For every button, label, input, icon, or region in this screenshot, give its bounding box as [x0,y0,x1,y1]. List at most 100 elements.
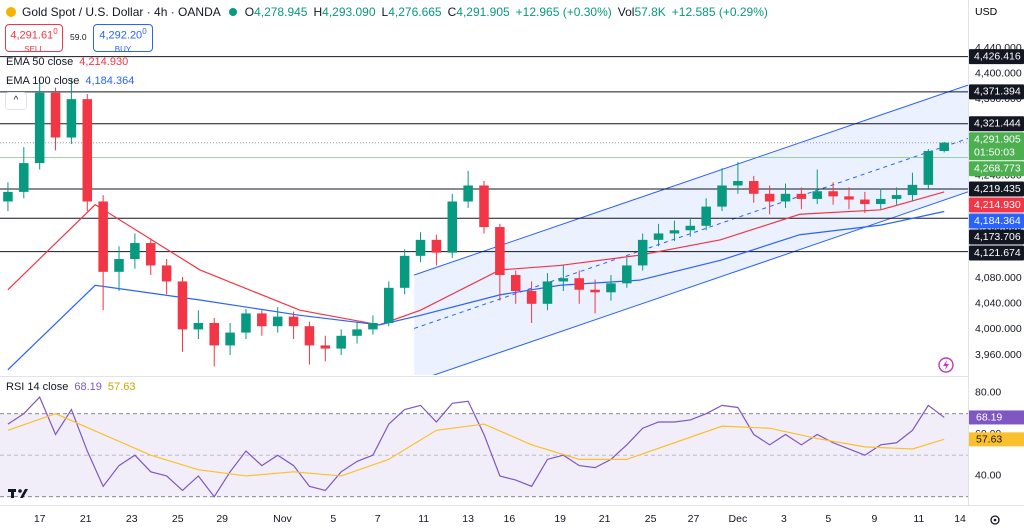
x-tick-label: 21 [599,513,611,525]
candle-body [796,193,807,199]
candle-body [352,329,362,336]
candle-body [130,243,140,260]
candle-body [558,278,569,282]
price-badge [969,116,1024,132]
x-tick-label: 7 [375,513,381,525]
price-badge-label: 4,214.930 [974,199,1021,211]
candle-body [685,225,696,231]
x-tick-label: 25 [645,513,657,525]
buy-price-sup: 0 [142,27,147,36]
x-tick-label: 25 [172,513,184,525]
ema100-legend: EMA 100 close 4,184.364 [6,75,134,87]
ohlc-key: O [244,5,255,19]
x-tick-label: 29 [216,513,228,525]
price-badge-label: 4,371.394 [974,86,1021,98]
market-status [228,8,237,16]
candle-body [860,199,870,205]
candle-body [447,201,458,253]
candle-body [717,185,727,207]
candle-body [479,185,489,228]
price-axis [968,0,1024,529]
settings-icon[interactable] [990,515,1000,525]
candle-body [98,201,108,272]
ohlc-key: L [381,5,389,19]
ohlc-value: 4,276.665 [388,5,442,19]
rsi-badge [969,432,1024,447]
sell-price-sup: 0 [53,27,58,36]
candle-body [320,345,331,349]
x-tick-label: 21 [80,513,92,525]
rsi-pane [0,396,968,498]
collapse-button[interactable]: ^ [5,92,27,110]
lightning-icon[interactable] [938,357,954,373]
rsi-tick-label: 40.00 [975,470,1001,482]
candle-body [574,278,584,290]
candle-body [844,196,854,200]
symbol-icon [6,7,16,17]
sell-button[interactable]: 4,291.610 SELL [5,24,63,54]
spread: 59.0 [70,32,87,42]
sell-label: SELL [24,44,44,54]
sell-price: 4,291.61 [10,29,54,42]
legend-name: EMA 50 close [6,56,74,68]
buy-label: BUY [114,44,132,54]
candle-body [526,291,537,304]
x-tick-label: 5 [330,513,336,525]
legend-value: 4,214.930 [79,56,129,68]
x-tick-label: Nov [273,513,292,525]
ohlc-key: C [447,5,457,19]
candle-body [288,316,299,327]
candle-body [336,335,346,349]
candle-body [637,239,648,266]
candle-body [272,316,283,327]
y-tick-label: 4,080.000 [975,272,1022,284]
ohlc-value: 4,293.090 [322,5,376,19]
candle-body [193,323,204,330]
rsi-ma-value: 57.63 [107,381,136,393]
x-tick-label: 17 [34,513,46,525]
price-badge [969,213,1024,229]
candle-body [114,259,124,272]
ohlc: L4,276.665 [382,5,442,19]
channel-upper [414,84,968,276]
x-tick-label: 23 [126,513,138,525]
channel-middle [414,138,968,329]
candle-body [923,150,934,185]
x-tick-label: 19 [554,513,566,525]
x-tick-label: 11 [913,513,924,525]
candle-body [177,281,188,330]
x-tick-label: 5 [825,513,831,525]
channel-lower [432,191,968,375]
price-badge [969,161,1024,177]
ohlc: H4,293.090 [313,5,375,19]
volume-change: +12.585 (+0.29%) [671,5,768,19]
price-badge [969,132,1024,161]
rsi-badge-label: 68.19 [976,412,1002,424]
rsi-badge [969,410,1024,425]
candle-body [3,191,13,202]
legend-value: 4,184.364 [85,75,135,87]
ema50-legend: EMA 50 close 4,214.930 [6,56,128,68]
rsi-tick-label: 80.00 [975,387,1001,399]
ohlc: O4,278.945 [245,5,308,19]
price-badge-label: 4,219.435 [974,183,1021,195]
buy-button[interactable]: 4,292.200 BUY [93,24,153,54]
candle-body [780,193,791,202]
symbol-header: Gold Spot / U.S. Dollar · 4h · OANDA O4,… [6,5,768,19]
candle-body [19,163,29,192]
x-tick-label: 14 [954,513,966,525]
axis-labels: 3,960.000 4,000.000 4,040.000 4,080.000 4,12… [34,42,1024,525]
y-tick-label: 4,040.000 [975,298,1022,310]
rsi-line [7,396,945,498]
x-tick-label: 9 [871,513,877,525]
price-badge [969,49,1024,65]
candle-body [209,323,219,346]
rsi-line [7,413,945,477]
y-tick-label: 3,960.000 [975,349,1022,361]
currency: USD [975,6,998,18]
ohlc-key: H [313,5,323,19]
y-tick-label: 4,000.000 [975,323,1022,335]
candle-body [669,230,680,234]
candle-body [653,233,664,240]
